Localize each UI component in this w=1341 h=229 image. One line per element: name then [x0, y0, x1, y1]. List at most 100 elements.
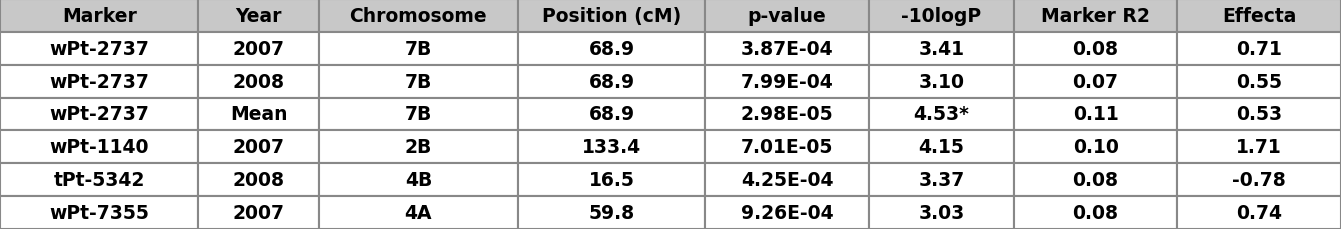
Text: 0.08: 0.08 — [1073, 170, 1118, 189]
Text: 68.9: 68.9 — [589, 40, 634, 59]
Text: 7B: 7B — [405, 40, 432, 59]
Text: 0.08: 0.08 — [1073, 40, 1118, 59]
Bar — [518, 196, 705, 229]
Bar — [0, 196, 198, 229]
Text: Marker: Marker — [62, 7, 137, 26]
Bar — [1014, 196, 1177, 229]
Bar — [198, 0, 319, 33]
Text: p-value: p-value — [748, 7, 826, 26]
Text: Mean: Mean — [231, 105, 287, 124]
Text: -10logP: -10logP — [901, 7, 982, 26]
Bar — [0, 0, 198, 33]
Bar — [705, 164, 869, 196]
Bar — [518, 164, 705, 196]
Text: wPt-2737: wPt-2737 — [50, 40, 149, 59]
Text: 4.53*: 4.53* — [913, 105, 970, 124]
Bar — [705, 33, 869, 65]
Bar — [518, 0, 705, 33]
Bar — [869, 65, 1014, 98]
Text: 133.4: 133.4 — [582, 138, 641, 157]
Bar — [705, 196, 869, 229]
Bar — [869, 0, 1014, 33]
Text: Effecta: Effecta — [1222, 7, 1297, 26]
Text: 4.15: 4.15 — [919, 138, 964, 157]
Bar — [198, 196, 319, 229]
Text: 7B: 7B — [405, 72, 432, 91]
Text: 0.07: 0.07 — [1073, 72, 1118, 91]
Text: 0.10: 0.10 — [1073, 138, 1118, 157]
Bar — [869, 164, 1014, 196]
Text: 3.37: 3.37 — [919, 170, 964, 189]
Text: 2008: 2008 — [233, 170, 284, 189]
Text: Year: Year — [236, 7, 282, 26]
Bar — [705, 65, 869, 98]
Bar — [319, 33, 518, 65]
Bar — [319, 0, 518, 33]
Bar — [319, 131, 518, 164]
Bar — [518, 98, 705, 131]
Text: 9.26E-04: 9.26E-04 — [740, 203, 834, 222]
Bar — [705, 131, 869, 164]
Text: 16.5: 16.5 — [589, 170, 634, 189]
Bar — [1177, 33, 1341, 65]
Bar — [319, 164, 518, 196]
Text: -0.78: -0.78 — [1232, 170, 1286, 189]
Bar — [1014, 98, 1177, 131]
Text: 2008: 2008 — [233, 72, 284, 91]
Bar — [705, 98, 869, 131]
Text: 3.10: 3.10 — [919, 72, 964, 91]
Text: wPt-1140: wPt-1140 — [50, 138, 149, 157]
Bar — [518, 131, 705, 164]
Bar — [319, 98, 518, 131]
Text: 3.41: 3.41 — [919, 40, 964, 59]
Text: 4A: 4A — [405, 203, 432, 222]
Bar — [869, 98, 1014, 131]
Text: 0.53: 0.53 — [1236, 105, 1282, 124]
Text: wPt-7355: wPt-7355 — [50, 203, 149, 222]
Text: 68.9: 68.9 — [589, 105, 634, 124]
Bar — [869, 33, 1014, 65]
Text: 0.11: 0.11 — [1073, 105, 1118, 124]
Bar — [1177, 164, 1341, 196]
Bar — [0, 33, 198, 65]
Bar — [1177, 98, 1341, 131]
Text: 2B: 2B — [405, 138, 432, 157]
Bar — [198, 98, 319, 131]
Text: 0.08: 0.08 — [1073, 203, 1118, 222]
Text: 1.71: 1.71 — [1236, 138, 1282, 157]
Text: 3.87E-04: 3.87E-04 — [740, 40, 834, 59]
Bar — [1177, 131, 1341, 164]
Text: 0.71: 0.71 — [1236, 40, 1282, 59]
Text: 4.25E-04: 4.25E-04 — [742, 170, 833, 189]
Bar — [1177, 196, 1341, 229]
Text: 68.9: 68.9 — [589, 72, 634, 91]
Bar — [869, 131, 1014, 164]
Bar — [1014, 131, 1177, 164]
Bar — [518, 65, 705, 98]
Text: Marker R2: Marker R2 — [1041, 7, 1151, 26]
Bar — [319, 65, 518, 98]
Text: wPt-2737: wPt-2737 — [50, 105, 149, 124]
Bar — [1014, 164, 1177, 196]
Bar — [0, 98, 198, 131]
Text: 7B: 7B — [405, 105, 432, 124]
Text: tPt-5342: tPt-5342 — [54, 170, 145, 189]
Bar — [198, 131, 319, 164]
Text: 4B: 4B — [405, 170, 432, 189]
Text: wPt-2737: wPt-2737 — [50, 72, 149, 91]
Bar — [0, 65, 198, 98]
Bar — [518, 33, 705, 65]
Bar — [1014, 0, 1177, 33]
Bar — [1177, 65, 1341, 98]
Text: 2007: 2007 — [233, 138, 284, 157]
Bar — [198, 164, 319, 196]
Bar — [198, 65, 319, 98]
Bar — [1014, 65, 1177, 98]
Bar — [705, 0, 869, 33]
Text: Chromosome: Chromosome — [350, 7, 487, 26]
Bar — [198, 33, 319, 65]
Text: 7.01E-05: 7.01E-05 — [742, 138, 833, 157]
Bar — [0, 164, 198, 196]
Text: 7.99E-04: 7.99E-04 — [740, 72, 834, 91]
Bar — [869, 196, 1014, 229]
